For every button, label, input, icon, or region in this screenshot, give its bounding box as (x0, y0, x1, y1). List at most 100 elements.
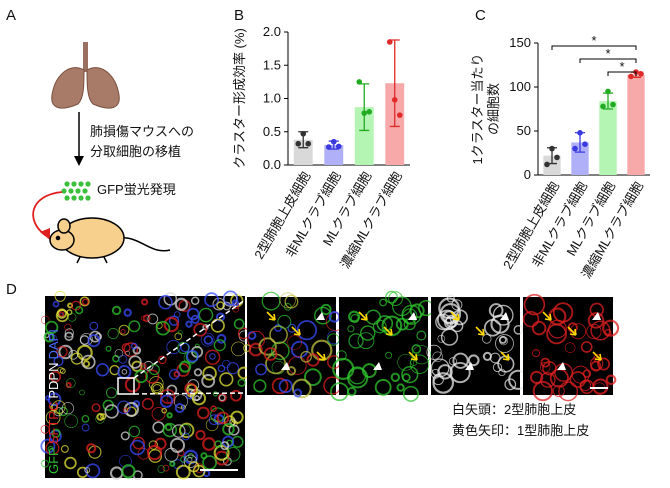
bar (324, 145, 344, 165)
texture (186, 349, 199, 363)
texture (448, 357, 457, 366)
texture (432, 372, 455, 394)
texture (522, 310, 540, 328)
texture (70, 300, 81, 311)
arrow-marker (316, 351, 326, 361)
texture (177, 330, 183, 335)
texture (158, 294, 173, 310)
texture (564, 342, 576, 353)
texture (173, 394, 188, 409)
significance-bracket (551, 45, 637, 50)
texture (65, 378, 76, 388)
arrowhead-marker (316, 312, 325, 320)
texture (40, 315, 50, 325)
texture (482, 334, 492, 344)
texture (314, 306, 332, 325)
panel-label: A (6, 7, 16, 24)
texture (162, 422, 178, 438)
texture (121, 369, 128, 375)
texture (123, 308, 132, 317)
arrowhead-marker (592, 312, 601, 320)
texture (530, 370, 544, 384)
data-point (356, 79, 363, 85)
texture (348, 310, 361, 323)
texture (166, 394, 176, 404)
texture (194, 395, 200, 401)
texture (111, 305, 122, 316)
arrow-marker (567, 326, 577, 336)
texture (531, 349, 541, 358)
texture (397, 353, 415, 371)
texture (336, 350, 347, 361)
channel-name: SFTPC (46, 402, 61, 445)
texture (162, 464, 170, 472)
texture (498, 335, 507, 344)
arrowhead-marker (281, 362, 290, 370)
texture (54, 290, 66, 302)
significance-bracket (607, 71, 637, 76)
texture (483, 319, 502, 337)
texture (253, 379, 267, 393)
texture (379, 298, 388, 307)
texture (68, 349, 79, 360)
texture (120, 431, 130, 441)
data-point (300, 130, 307, 137)
arrow-marker (408, 351, 418, 361)
texture (148, 440, 158, 450)
texture (391, 296, 412, 317)
texture (452, 352, 469, 369)
texture (118, 354, 128, 364)
texture (372, 319, 387, 334)
red-arrow (32, 191, 63, 236)
y-tick-label: 1.0 (263, 91, 281, 106)
texture (284, 294, 299, 309)
texture (539, 362, 551, 373)
texture (202, 366, 217, 381)
texture (174, 403, 185, 414)
texture (467, 354, 480, 367)
texture (166, 339, 181, 355)
data-point (366, 109, 373, 115)
texture (188, 461, 200, 473)
texture (209, 353, 216, 360)
texture (532, 380, 554, 402)
data-point (295, 140, 302, 147)
texture (216, 411, 230, 425)
panel-label: C (475, 7, 486, 24)
texture (56, 308, 68, 319)
texture (231, 435, 244, 448)
texture (201, 374, 216, 388)
texture (605, 374, 617, 386)
data-point (549, 145, 555, 152)
texture (123, 401, 139, 417)
texture (359, 325, 376, 341)
texture (45, 441, 60, 456)
y-tick-label: 50 (517, 123, 531, 138)
bar (627, 74, 645, 175)
texture (279, 292, 296, 309)
texture (180, 456, 187, 463)
y-tick-label: 150 (509, 35, 531, 50)
texture (540, 357, 551, 368)
texture (171, 424, 186, 438)
texture (81, 414, 90, 423)
texture (216, 333, 227, 344)
arrow-marker (475, 326, 485, 336)
texture (174, 297, 188, 311)
texture (139, 362, 147, 370)
texture (357, 332, 375, 350)
data-point (610, 101, 616, 108)
texture (180, 342, 190, 353)
texture (173, 311, 181, 318)
texture (237, 378, 246, 387)
data-point (600, 103, 606, 110)
texture (158, 355, 167, 365)
arrowhead-marker (465, 362, 474, 370)
texture (117, 400, 131, 415)
texture (214, 440, 222, 448)
texture (558, 381, 579, 402)
texture (205, 418, 219, 432)
texture (118, 324, 130, 336)
arrowhead-marker (408, 312, 417, 320)
texture (580, 341, 593, 353)
